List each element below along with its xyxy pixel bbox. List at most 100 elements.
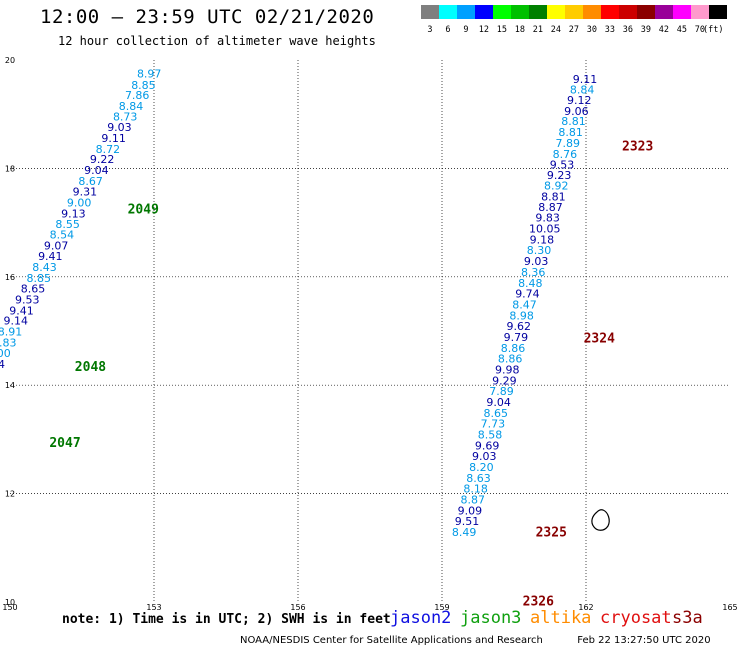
axis-ticks: 150 153 156 159 162 165 10 12 14 16 18 20 xyxy=(2,56,737,612)
swh-reading-s3a: 8.18 xyxy=(463,483,488,496)
swh-reading-s3a: 9.09 xyxy=(458,504,483,517)
swh-reading-jason3: 9.07 xyxy=(44,239,69,252)
pass-labels: 2049 2048 2047 2323 2324 2325 2326 xyxy=(49,140,653,610)
legend-swatch xyxy=(529,5,547,19)
legend-label: 24 xyxy=(550,25,562,35)
satellite-jason2: jason2 xyxy=(390,608,452,628)
swh-reading-jason3: 8.91 xyxy=(0,326,22,339)
legend-label: 27 xyxy=(568,25,580,35)
swh-reading-s3a: 8.86 xyxy=(498,353,523,366)
swh-reading-s3a: 9.11 xyxy=(573,73,598,86)
legend-swatch xyxy=(655,5,673,19)
legend-label: 70 xyxy=(694,25,706,35)
legend-swatch xyxy=(583,5,601,19)
pass-number-label: 2325 xyxy=(536,526,567,541)
pass-number-label: 2048 xyxy=(75,360,106,375)
footer-note: note: 1) Time is in UTC; 2) SWH is in fe… xyxy=(62,612,391,627)
legend-swatch xyxy=(637,5,655,19)
swh-reading-jason3: 9.41 xyxy=(9,304,34,317)
legend-swatch xyxy=(439,5,457,19)
lat-tick-label: 20 xyxy=(5,56,15,65)
swh-reading-jason3: 9.41 xyxy=(38,250,63,263)
swh-reading-s3a: 8.65 xyxy=(484,407,509,420)
pass-number-label: 2049 xyxy=(128,203,159,218)
map-title: 12:00 – 23:59 UTC 02/21/2020 xyxy=(40,6,375,28)
swh-reading-s3a: 8.63 xyxy=(466,472,491,485)
legend-label: 45 xyxy=(676,25,688,35)
lat-tick-label: 14 xyxy=(5,381,15,390)
swh-reading-jason3: 9.04 xyxy=(84,164,109,177)
pass-number-label: 2323 xyxy=(622,140,653,155)
swh-reading-s3a: 8.87 xyxy=(460,494,485,507)
swh-reading-jason3: 8.65 xyxy=(21,283,46,296)
lat-tick-label: 10 xyxy=(5,598,15,607)
pass-number-label: 2324 xyxy=(584,332,615,347)
swh-reading-s3a: 8.76 xyxy=(553,148,578,161)
swh-reading-s3a: 8.47 xyxy=(512,298,537,311)
swh-reading-s3a: 9.69 xyxy=(475,439,500,452)
swh-reading-s3a: 9.98 xyxy=(495,363,520,376)
legend-label: 3 xyxy=(427,25,433,35)
legend-swatch xyxy=(691,5,709,19)
map-grid xyxy=(10,60,730,602)
satellite-s3a: s3a xyxy=(672,608,703,628)
swh-reading-s3a: 8.98 xyxy=(509,309,534,322)
swh-reading-jason3: 8.43 xyxy=(32,261,57,274)
lat-tick-label: 12 xyxy=(5,490,15,499)
swh-reading-jason3: 8.72 xyxy=(96,143,121,156)
legend-label: 12 xyxy=(478,25,490,35)
legend-label: 42 xyxy=(658,25,670,35)
swh-reading-s3a: 8.49 xyxy=(452,526,477,539)
swh-reading-jason3: 8.85 xyxy=(27,272,52,285)
swh-reading-jason3: 8.84 xyxy=(119,100,144,113)
swh-reading-s3a: 7.73 xyxy=(481,418,506,431)
swh-reading-s3a: 9.18 xyxy=(530,233,555,246)
legend-swatch xyxy=(511,5,529,19)
swh-reading-jason3: 9.11 xyxy=(101,132,126,145)
swh-reading-s3a: 9.23 xyxy=(547,169,572,182)
swh-reading-s3a: 9.06 xyxy=(564,105,589,118)
lon-tick-label: 162 xyxy=(578,603,593,612)
legend-unit: (ft) xyxy=(703,25,724,35)
legend-label: 36 xyxy=(622,25,634,35)
swh-reading-jason3: 7.86 xyxy=(125,89,150,102)
swh-reading-jason3: 9.31 xyxy=(73,186,98,199)
swh-reading-jason3: 9.03 xyxy=(107,121,132,134)
lat-tick-label: 16 xyxy=(5,273,15,282)
swh-reading-s3a: 8.87 xyxy=(538,201,563,214)
swh-reading-s3a: 9.62 xyxy=(507,320,532,333)
footer-credit: NOAA/NESDIS Center for Satellite Applica… xyxy=(240,635,711,646)
swh-reading-s3a: 8.30 xyxy=(527,244,552,257)
swh-reading-jason3: 8.85 xyxy=(131,79,156,92)
legend-label: 39 xyxy=(640,25,652,35)
swh-reading-jason3: 9.53 xyxy=(15,294,40,307)
legend-swatch xyxy=(421,5,439,19)
swh-reading-jason3: 8.73 xyxy=(113,110,138,123)
swh-reading-s3a: 10.05 xyxy=(529,223,561,236)
wave-height-readings: 8.978.857.868.848.739.039.118.729.229.04… xyxy=(0,68,597,540)
swh-reading-jason3: 9.44 xyxy=(0,358,5,371)
swh-reading-s3a: 7.89 xyxy=(489,385,514,398)
timestamp: Feb 22 13:27:50 UTC 2020 xyxy=(577,635,711,646)
swh-reading-s3a: 8.92 xyxy=(544,180,569,193)
swh-reading-s3a: 9.04 xyxy=(486,396,511,409)
lon-tick-label: 153 xyxy=(146,603,161,612)
swh-reading-s3a: 9.29 xyxy=(492,374,517,387)
swh-reading-jason3: 9.00 xyxy=(0,347,11,360)
legend-label: 15 xyxy=(496,25,508,35)
satellite-cryosat: cryosat xyxy=(600,608,672,628)
swh-reading-s3a: 9.51 xyxy=(455,515,480,528)
swh-reading-jason3: 8.54 xyxy=(50,229,75,242)
swh-reading-s3a: 9.74 xyxy=(515,288,540,301)
legend-swatch xyxy=(457,5,475,19)
lon-tick-label: 150 xyxy=(2,603,17,612)
swh-reading-s3a: 9.12 xyxy=(567,94,592,107)
swh-reading-s3a: 9.53 xyxy=(550,159,575,172)
swh-reading-s3a: 9.79 xyxy=(504,331,529,344)
pass-number-label: 2047 xyxy=(49,436,80,451)
swh-reading-s3a: 9.03 xyxy=(472,450,497,463)
swh-reading-jason3: 8.83 xyxy=(0,336,16,349)
legend-swatch xyxy=(547,5,565,19)
satellite-jason3: jason3 xyxy=(460,608,522,628)
